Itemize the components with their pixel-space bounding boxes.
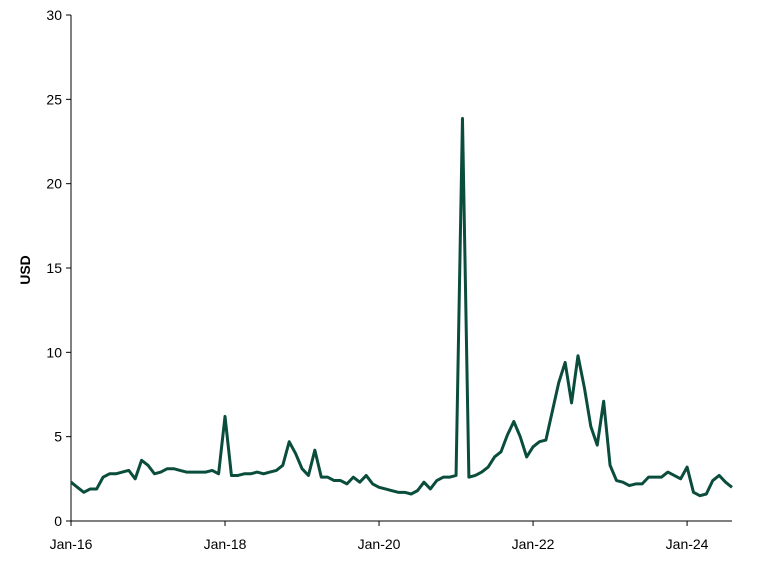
y-tick-label: 20 [46, 176, 62, 192]
y-tick-label: 10 [46, 344, 62, 360]
x-tick-label: Jan-16 [50, 536, 93, 552]
x-tick-label: Jan-24 [666, 536, 709, 552]
y-tick-label: 15 [46, 260, 62, 276]
y-axis-label: USD [17, 255, 33, 285]
series-line [70, 117, 733, 498]
y-tick-label: 0 [54, 513, 62, 529]
x-tick-label: Jan-20 [358, 536, 401, 552]
x-tick-label: Jan-18 [204, 536, 247, 552]
y-tick-label: 30 [46, 7, 62, 23]
x-tick-label: Jan-22 [512, 536, 555, 552]
y-tick-label: 25 [46, 91, 62, 107]
y-tick-label: 5 [54, 429, 62, 445]
